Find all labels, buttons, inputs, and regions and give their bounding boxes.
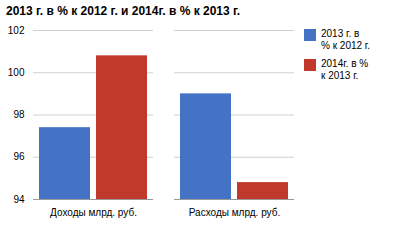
svg-text:102: 102 [8, 25, 25, 36]
svg-text:100: 100 [8, 67, 25, 78]
html-text:2014г. в % к 2013 г.: 2014г. в % к 2013 г. [321, 58, 369, 81]
svg-text:Расходы млрд. руб.: Расходы млрд. руб. [189, 207, 280, 218]
svg-text:96: 96 [13, 151, 25, 162]
html-text:2013 г. в % к 2012 г. и 2014г.: 2013 г. в % к 2012 г. и 2014г. в % к 201… [6, 4, 241, 18]
svg-text:98: 98 [13, 109, 25, 120]
html-text:2013 г. в % к 2012 г.: 2013 г. в % к 2012 г. [321, 28, 371, 51]
svg-text:94: 94 [13, 194, 25, 205]
svg-text:Доходы млрд. руб.: Доходы млрд. руб. [50, 207, 137, 218]
